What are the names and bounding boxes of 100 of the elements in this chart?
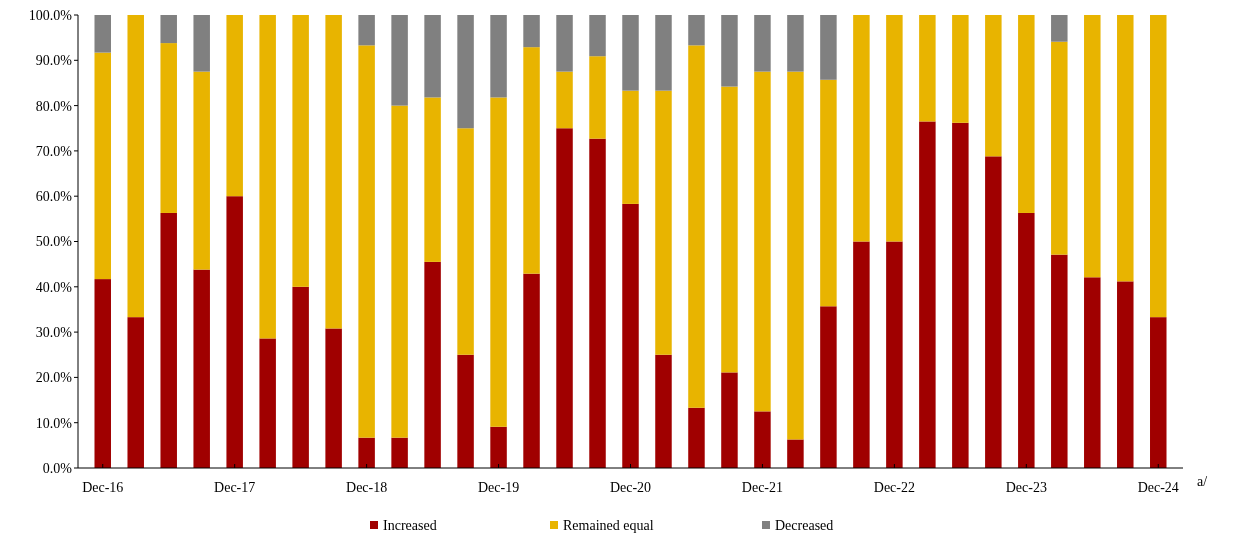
- bar: [820, 79, 837, 307]
- y-tick-label: 0.0%: [42, 460, 73, 476]
- y-tick-label: 60.0%: [35, 189, 73, 205]
- bar: [358, 15, 375, 46]
- x-tick-label: Dec-22: [873, 480, 915, 495]
- bar: [1051, 254, 1068, 468]
- bar: [391, 437, 408, 468]
- bar: [754, 71, 771, 412]
- x-tick-label: Dec-23: [1005, 480, 1047, 495]
- bar: [688, 45, 705, 408]
- bar: [94, 15, 111, 53]
- bar: [556, 71, 573, 129]
- bar: [688, 15, 705, 46]
- bar: [721, 372, 738, 468]
- bar: [160, 43, 177, 213]
- bar: [523, 47, 540, 274]
- bar: [589, 56, 606, 139]
- bar: [952, 122, 969, 468]
- legend-label: Remained equal: [563, 518, 654, 533]
- text: a/: [1197, 474, 1208, 489]
- bar: [952, 15, 969, 123]
- bar: [523, 273, 540, 468]
- bar: [1117, 15, 1134, 282]
- bar: [886, 15, 903, 242]
- bar: [556, 128, 573, 468]
- bar: [193, 15, 210, 72]
- bar: [226, 196, 243, 468]
- bar: [886, 241, 903, 468]
- bar: [655, 354, 672, 468]
- x-tick-label: Dec-19: [477, 480, 520, 495]
- bar: [490, 97, 507, 427]
- bar: [457, 354, 474, 468]
- x-tick-label: Dec-16: [82, 480, 124, 495]
- bar: [1084, 277, 1101, 468]
- bar: [424, 261, 441, 468]
- bar: [787, 71, 804, 440]
- bar: [919, 121, 936, 468]
- bar: [919, 15, 936, 122]
- bar: [490, 15, 507, 98]
- bar: [1150, 317, 1167, 468]
- bar: [292, 286, 309, 468]
- bar: [424, 97, 441, 262]
- bar: [655, 15, 672, 91]
- bar: [556, 15, 573, 72]
- bar: [94, 52, 111, 280]
- bar: [622, 15, 639, 91]
- bar: [688, 407, 705, 468]
- y-tick-label: 20.0%: [35, 370, 73, 386]
- bar: [1018, 15, 1035, 213]
- bar: [985, 156, 1002, 468]
- bar: [94, 279, 111, 468]
- bar: [820, 15, 837, 80]
- bar: [358, 437, 375, 468]
- bar: [985, 15, 1002, 157]
- bar: [820, 306, 837, 468]
- bar: [1018, 212, 1035, 468]
- y-tick-label: 100.0%: [28, 7, 73, 23]
- y-tick-label: 30.0%: [35, 325, 73, 340]
- y-tick-label: 10.0%: [35, 415, 73, 431]
- bar: [193, 269, 210, 468]
- bar: [754, 411, 771, 468]
- bar: [160, 212, 177, 468]
- bar: [1117, 281, 1134, 468]
- bar: [391, 105, 408, 438]
- bar: [1150, 15, 1167, 318]
- y-tick-label: 50.0%: [35, 234, 73, 250]
- bar: [226, 15, 243, 197]
- bar: [490, 426, 507, 468]
- bar: [853, 241, 870, 468]
- y-tick-label: 70.0%: [35, 143, 73, 159]
- bar: [589, 15, 606, 57]
- x-tick-label: Dec-21: [741, 480, 784, 495]
- bar: [259, 15, 276, 339]
- bar: [622, 90, 639, 204]
- bar: [358, 45, 375, 438]
- bar: [523, 15, 540, 48]
- bar: [787, 439, 804, 468]
- y-tick-label: 80.0%: [35, 98, 73, 114]
- bar: [325, 328, 342, 468]
- y-tick-label: 40.0%: [35, 279, 73, 295]
- x-tick-label: Dec-17: [214, 480, 256, 495]
- bar: [292, 15, 309, 287]
- bar: [127, 317, 144, 468]
- legend-label: Increased: [383, 518, 437, 533]
- bar: [754, 15, 771, 72]
- bar: [1051, 15, 1068, 42]
- bar: [1084, 15, 1101, 278]
- bar: [1051, 41, 1068, 255]
- bar: [160, 15, 177, 44]
- legend-label: Decreased: [775, 518, 834, 533]
- x-tick-label: Dec-24: [1137, 480, 1179, 495]
- bar: [391, 15, 408, 106]
- bar: [457, 128, 474, 355]
- bar: [853, 15, 870, 242]
- bar: [325, 15, 342, 329]
- bar: [589, 138, 606, 468]
- bar: [655, 90, 672, 355]
- bar: [424, 15, 441, 98]
- y-tick-label: 90.0%: [35, 53, 73, 69]
- bar: [259, 338, 276, 468]
